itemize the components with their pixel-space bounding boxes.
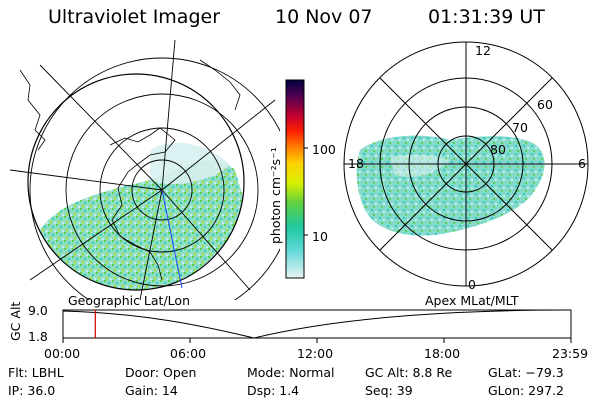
altitude-plot-frame — [62, 309, 572, 339]
mlt-label-0: 0 — [468, 277, 476, 292]
mlat-label-80: 80 — [490, 142, 506, 157]
mlt-aurora-oval — [356, 135, 545, 236]
mlat-mlt-map — [343, 41, 589, 287]
xtick-2359: 23:59 — [552, 346, 589, 361]
mode-readout: Mode: Normal — [247, 365, 335, 380]
filter-readout: Flt: LBHL — [8, 365, 64, 380]
glon-readout: GLon: 297.2 — [488, 383, 564, 398]
mlt-grid — [343, 41, 589, 287]
mlt-label-6: 6 — [578, 156, 586, 171]
altitude-ytick-1-8: 1.8 — [28, 329, 48, 344]
gc-alt-readout: GC Alt: 8.8 Re — [365, 365, 453, 380]
right-map-label: Apex MLat/MLT — [425, 293, 519, 308]
mlat-label-70: 70 — [512, 120, 528, 135]
noon-meridian — [161, 189, 183, 289]
mlt-label-12: 12 — [475, 43, 491, 58]
xtick-0000: 00:00 — [44, 346, 81, 361]
colorbar-unit-label: photon cm⁻²s⁻¹ — [268, 147, 283, 244]
ip-readout: IP: 36.0 — [8, 383, 56, 398]
left-map-label: Geographic Lat/Lon — [68, 293, 190, 308]
colorbar-tick-100: 100 — [312, 142, 336, 157]
seq-readout: Seq: 39 — [365, 383, 413, 398]
colorbar — [285, 79, 308, 279]
geographic-map — [9, 40, 280, 300]
geographic-grid — [9, 40, 280, 300]
xtick-0600: 06:00 — [170, 346, 207, 361]
altitude-plot — [62, 309, 572, 343]
altitude-xticks — [62, 338, 572, 343]
glat-readout: GLat: −79.3 — [488, 365, 564, 380]
door-readout: Door: Open — [125, 365, 197, 380]
colorbar-gradient — [285, 79, 305, 279]
altitude-ytick-9: 9.0 — [28, 303, 48, 318]
xtick-1800: 18:00 — [424, 346, 461, 361]
date-label: 10 Nov 07 — [275, 6, 373, 28]
altitude-curve — [62, 309, 572, 339]
dsp-readout: Dsp: 1.4 — [247, 383, 300, 398]
geographic-aurora-oval — [30, 142, 244, 290]
time-label: 01:31:39 UT — [428, 6, 545, 28]
coastline — [19, 59, 241, 281]
gain-readout: Gain: 14 — [125, 383, 178, 398]
xtick-1200: 12:00 — [297, 346, 334, 361]
colorbar-tick-10: 10 — [312, 229, 328, 244]
mlt-label-18: 18 — [348, 156, 364, 171]
mlat-label-60: 60 — [537, 97, 553, 112]
instrument-title: Ultraviolet Imager — [48, 6, 221, 28]
